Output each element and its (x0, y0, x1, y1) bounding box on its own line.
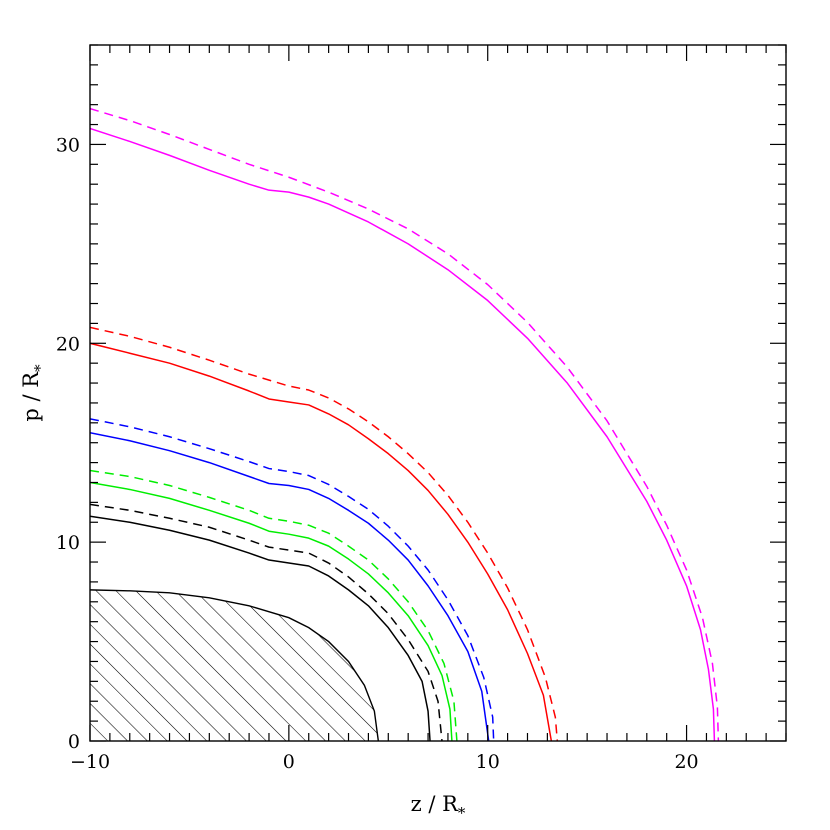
y-axis-label-sub: * (31, 364, 49, 372)
y-tick-label: 0 (68, 731, 80, 753)
hatch-layer (90, 589, 380, 741)
x-axis-label: z / R* (411, 792, 466, 822)
y-tick-label: 20 (56, 333, 80, 355)
series-line-3-dashed (90, 469, 458, 741)
y-tick-label: 10 (56, 532, 80, 554)
plot-frame (89, 44, 787, 742)
hatched-region-edge (90, 589, 380, 741)
x-tick-label: −10 (70, 751, 110, 773)
series-line-9-dashed (90, 107, 720, 741)
y-axis-label-main: p / R (19, 371, 43, 422)
series-line-6-solid (90, 342, 553, 741)
x-axis-label-main: z / R (411, 792, 459, 816)
series-line-5-dashed (90, 418, 495, 741)
x-tick-label: 20 (674, 751, 698, 773)
series-layer (90, 107, 720, 741)
series-line-4-solid (90, 432, 490, 741)
hatched-region-fill (90, 589, 379, 741)
x-axis-label-sub: * (458, 804, 466, 822)
x-tick-label: 0 (283, 751, 295, 773)
ticks-layer (89, 44, 787, 742)
y-tick-label: 30 (56, 134, 80, 156)
x-tick-label: 10 (476, 751, 500, 773)
series-line-0-solid (90, 515, 431, 741)
series-line-2-solid (90, 481, 453, 741)
series-line-8-solid (90, 127, 716, 741)
series-line-1-dashed (90, 503, 443, 741)
y-axis-label: p / R* (19, 364, 49, 422)
series-line-7-dashed (90, 326, 559, 741)
